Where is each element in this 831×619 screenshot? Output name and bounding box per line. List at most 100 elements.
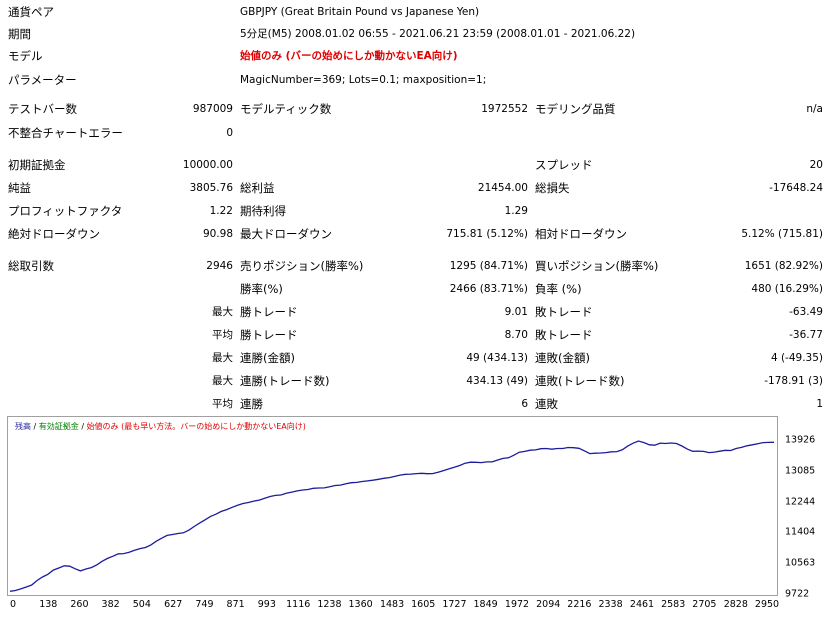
y-tick-label: 13085 xyxy=(785,465,816,477)
y-tick-label: 11404 xyxy=(785,526,816,538)
params-value: MagicNumber=369; Lots=0.1; maxposition=1… xyxy=(240,74,487,86)
legend-separator: / xyxy=(31,422,39,431)
avg-loss-label: 敗トレード xyxy=(535,328,593,342)
x-tick-label: 382 xyxy=(101,599,120,610)
legend-equity: 有効証拠金 xyxy=(38,422,79,431)
net-row: 純益 3805.76 総利益 21454.00 総損失 -17648.24 xyxy=(0,177,831,199)
drawdown-row: 絶対ドローダウン 90.98 最大ドローダウン 715.81 (5.12%) 相… xyxy=(0,223,831,245)
x-tick-label: 0 xyxy=(9,599,17,610)
period-row: 期間 5分足(M5) 2008.01.02 06:55 - 2021.06.21… xyxy=(0,23,831,45)
consec-win-cnt-value: 434.13 (49) xyxy=(466,375,528,387)
x-tick-label: 1360 xyxy=(348,599,373,610)
avg-consec-row: 平均 連勝 6 連敗 1 xyxy=(0,393,831,415)
period-label: 期間 xyxy=(8,27,31,41)
x-tick-label: 2828 xyxy=(723,599,748,610)
bars-value: 987009 xyxy=(192,103,233,115)
spread-label: スプレッド xyxy=(535,158,593,172)
model-value: 始値のみ (バーの始めにしか動かないEA向け) xyxy=(240,50,458,62)
largest-row: 最大 勝トレード 9.01 敗トレード -63.49 xyxy=(0,301,831,323)
model-label: モデル xyxy=(8,49,43,63)
max-dd-label: 最大ドローダウン xyxy=(240,227,332,241)
pf-label: プロフィットファクタ xyxy=(8,204,123,218)
abs-dd-value: 90.98 xyxy=(202,228,233,240)
trades-value: 2946 xyxy=(206,260,233,272)
consec-count-max-label: 最大 xyxy=(212,375,233,387)
gross-profit-label: 総利益 xyxy=(240,181,275,195)
legend-balance: 残高 xyxy=(15,422,31,431)
x-tick-label: 260 xyxy=(70,599,89,610)
consec-win-cnt-label: 連勝(トレード数) xyxy=(240,374,330,388)
x-tick-label: 871 xyxy=(226,599,245,610)
model-row: モデル 始値のみ (バーの始めにしか動かないEA向け) xyxy=(0,45,831,67)
pf-value: 1.22 xyxy=(209,205,233,217)
chart-plot-area: 残高 / 有効証拠金 / 始値のみ (最も早い方法。バーの始めにしか動かないEA… xyxy=(7,416,778,596)
expected-value: 1.29 xyxy=(504,205,528,217)
balance-line xyxy=(9,440,775,592)
x-tick-label: 1972 xyxy=(504,599,530,610)
symbol-value: GBPJPY (Great Britain Pound vs Japanese … xyxy=(240,6,480,18)
largest-win-value: 9.01 xyxy=(504,306,528,318)
winloss-pct-row: 勝率(%) 2466 (83.71%) 負率 (%) 480 (16.29%) xyxy=(0,278,831,300)
pf-row: プロフィットファクタ 1.22 期待利得 1.29 xyxy=(0,200,831,222)
avg-consec-win-value: 6 xyxy=(521,398,528,410)
avg-consec-loss-value: 1 xyxy=(816,398,823,410)
y-tick-label: 9722 xyxy=(785,588,810,600)
symbol-label: 通貨ペア xyxy=(8,5,54,19)
deposit-label: 初期証拠金 xyxy=(8,158,66,172)
expected-label: 期待利得 xyxy=(240,204,286,218)
y-tick-label: 12244 xyxy=(785,496,816,508)
avg-win-label: 勝トレード xyxy=(240,328,298,342)
gross-profit-value: 21454.00 xyxy=(477,182,528,194)
quality-label: モデリング品質 xyxy=(535,102,616,116)
symbol-row: 通貨ペア GBPJPY (Great Britain Pound vs Japa… xyxy=(0,1,831,23)
consec-amount-max-label: 最大 xyxy=(212,352,233,364)
quality-value: n/a xyxy=(806,103,823,115)
spread-value: 20 xyxy=(809,159,823,171)
consec-loss-cnt-value: -178.91 (3) xyxy=(764,375,823,387)
consec-win-amt-value: 49 (434.13) xyxy=(466,352,528,364)
largest-label: 最大 xyxy=(212,306,233,318)
x-tick-label: 2461 xyxy=(629,599,655,610)
deposit-row: 初期証拠金 10000.00 スプレッド 20 xyxy=(0,154,831,176)
x-tick-label: 2338 xyxy=(598,599,623,610)
long-value: 1651 (82.92%) xyxy=(744,260,823,272)
largest-win-label: 勝トレード xyxy=(240,305,298,319)
net-label: 純益 xyxy=(8,181,31,195)
x-tick-label: 138 xyxy=(39,599,58,610)
x-tick-label: 2094 xyxy=(536,599,561,610)
rel-dd-label: 相対ドローダウン xyxy=(535,227,627,241)
balance-chart: 残高 / 有効証拠金 / 始値のみ (最も早い方法。バーの始めにしか動かないEA… xyxy=(7,416,823,616)
deposit-value: 10000.00 xyxy=(182,159,233,171)
x-tick-label: 1116 xyxy=(286,599,311,610)
trades-row: 総取引数 2946 売りポジション(勝率%) 1295 (84.71%) 買いポ… xyxy=(0,255,831,277)
loss-pct-label: 負率 (%) xyxy=(535,282,582,296)
consec-loss-amt-label: 連敗(金額) xyxy=(535,351,590,365)
largest-loss-label: 敗トレード xyxy=(535,305,593,319)
average-row: 平均 勝トレード 8.70 敗トレード -36.77 xyxy=(0,324,831,346)
x-tick-label: 1605 xyxy=(411,599,436,610)
bars-label: テストバー数 xyxy=(8,102,77,116)
avg-consec-win-label: 連勝 xyxy=(240,397,263,411)
y-tick-label: 13926 xyxy=(785,434,816,446)
x-tick-label: 504 xyxy=(132,599,151,610)
avg-consec-loss-label: 連敗 xyxy=(535,397,558,411)
bars-row: テストバー数 987009 モデルティック数 1972552 モデリング品質 n… xyxy=(0,98,831,120)
x-tick-label: 2705 xyxy=(692,599,717,610)
consec-loss-amt-value: 4 (-49.35) xyxy=(770,352,823,364)
gross-loss-value: -17648.24 xyxy=(769,182,823,194)
net-value: 3805.76 xyxy=(189,182,233,194)
x-tick-label: 2583 xyxy=(661,599,686,610)
period-value: 5分足(M5) 2008.01.02 06:55 - 2021.06.21 23… xyxy=(240,28,636,40)
consec-win-amt-label: 連勝(金額) xyxy=(240,351,295,365)
y-tick-label: 10563 xyxy=(785,557,816,569)
abs-dd-label: 絶対ドローダウン xyxy=(8,227,100,241)
x-tick-label: 1849 xyxy=(473,599,498,610)
rel-dd-value: 5.12% (715.81) xyxy=(741,228,823,240)
ticks-label: モデルティック数 xyxy=(240,102,332,116)
chart-svg xyxy=(9,440,775,592)
params-label: パラメーター xyxy=(8,73,77,87)
short-label: 売りポジション(勝率%) xyxy=(240,259,364,273)
params-row: パラメーター MagicNumber=369; Lots=0.1; maxpos… xyxy=(0,69,831,91)
consec-loss-cnt-label: 連敗(トレード数) xyxy=(535,374,625,388)
x-tick-label: 627 xyxy=(164,599,183,610)
